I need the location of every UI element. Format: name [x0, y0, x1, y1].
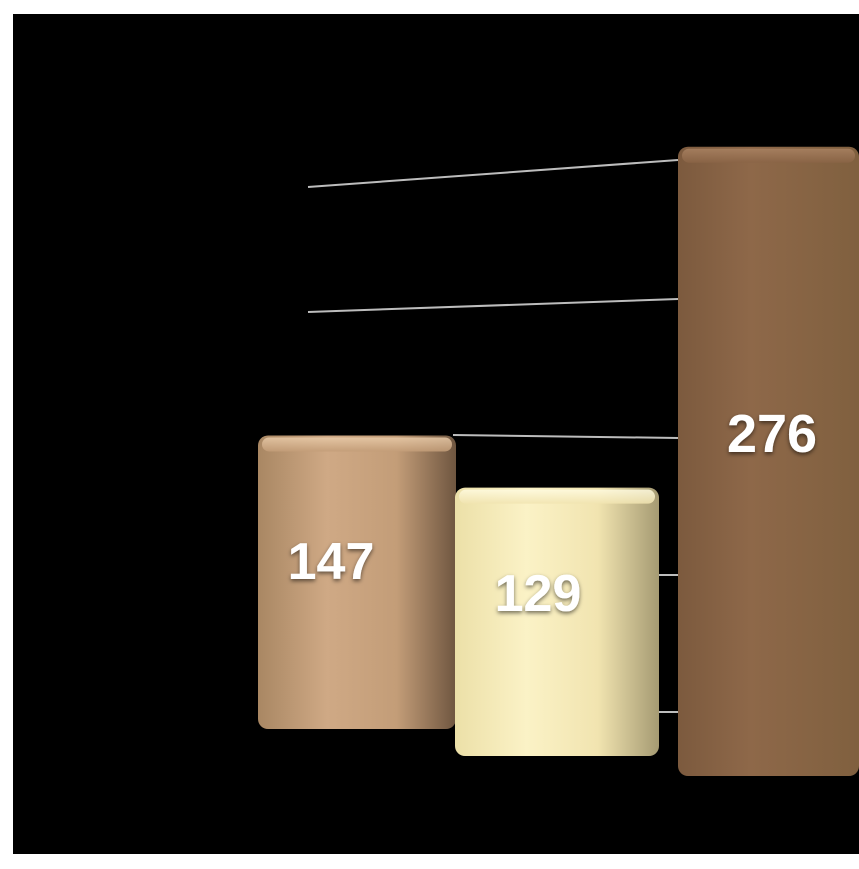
bar-top-2	[459, 489, 655, 504]
gridline-3	[452, 434, 679, 439]
bar-3	[678, 146, 859, 777]
chart-plot-area: 147 129 276	[13, 14, 859, 854]
bar-body-1	[258, 435, 456, 729]
bar-1	[258, 435, 456, 729]
data-label-3: 276	[727, 404, 817, 464]
bar-body-3	[678, 146, 859, 777]
bar-top-1	[262, 437, 452, 452]
bar-body-2	[455, 487, 659, 756]
gridline-2	[307, 298, 679, 313]
bar-top-3	[682, 148, 855, 163]
data-labels: 147 129 276	[288, 404, 817, 623]
gridlines	[307, 159, 679, 713]
gridline-1	[307, 159, 679, 188]
bars	[258, 146, 859, 777]
data-label-1: 147	[288, 533, 375, 591]
bar-chart-3d: 147 129 276	[258, 146, 859, 777]
data-label-2: 129	[495, 565, 582, 623]
bar-2	[455, 487, 659, 756]
